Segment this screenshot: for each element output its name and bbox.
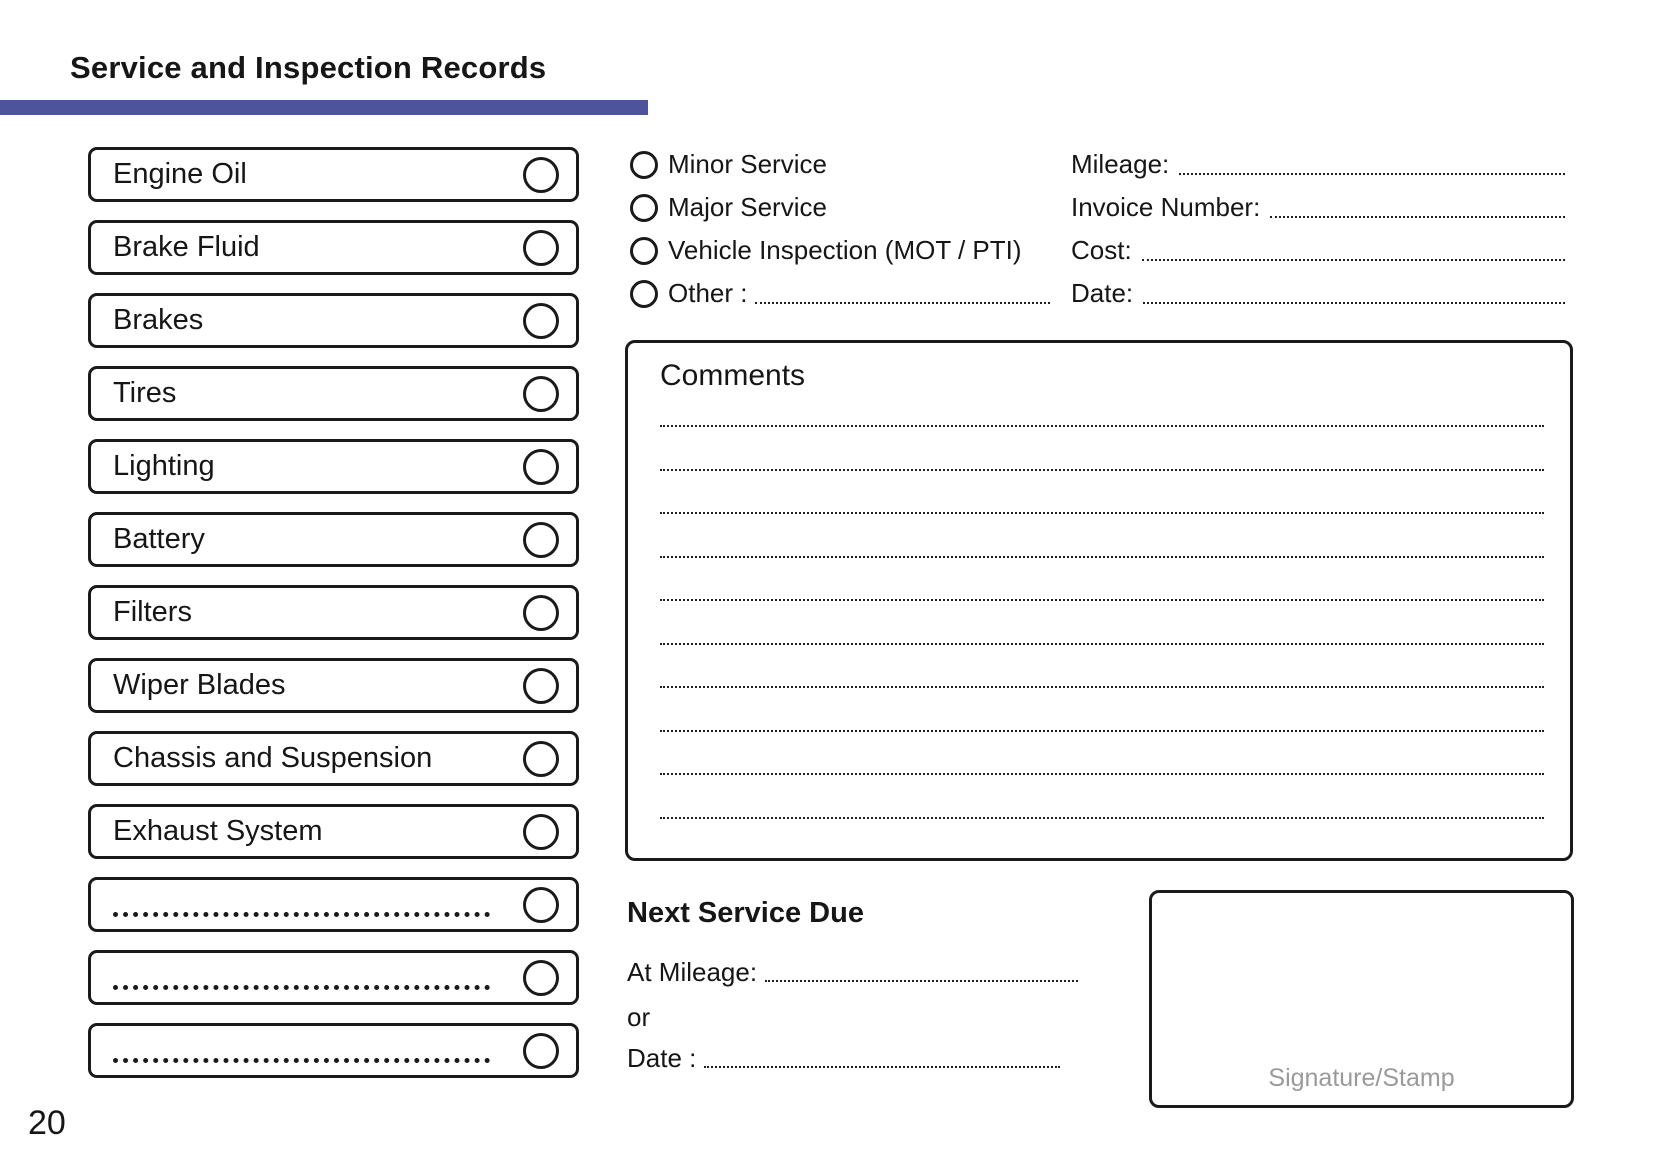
- check-circle-icon[interactable]: [523, 1032, 559, 1069]
- at-mileage-input-line[interactable]: [765, 980, 1078, 982]
- record-field-label: Mileage:: [1071, 149, 1170, 179]
- checklist-item: Engine Oil: [88, 147, 579, 202]
- blank-write-in-line[interactable]: [113, 912, 490, 917]
- record-field-row: Invoice Number:: [1071, 186, 1565, 229]
- checklist-item: Battery: [88, 512, 579, 567]
- radio-circle-icon[interactable]: [630, 193, 658, 222]
- service-type-option: Minor Service: [630, 143, 1050, 186]
- page-number: 20: [28, 1104, 66, 1142]
- service-type-label: Vehicle Inspection (MOT / PTI): [668, 235, 1022, 265]
- checklist-item: Brake Fluid: [88, 220, 579, 275]
- check-circle-icon[interactable]: [523, 521, 559, 558]
- next-date-label: Date :: [627, 1042, 697, 1073]
- check-circle-icon[interactable]: [523, 156, 559, 193]
- comment-lines: [660, 393, 1544, 819]
- checklist-item-label: Filters: [113, 596, 192, 628]
- page-title: Service and Inspection Records: [70, 50, 547, 85]
- record-field-label: Date:: [1071, 278, 1134, 308]
- record-field-label: Invoice Number:: [1071, 192, 1261, 222]
- checklist-item-label: Exhaust System: [113, 815, 323, 847]
- checklist-item: [88, 877, 579, 932]
- other-input-line[interactable]: [755, 301, 1051, 304]
- checklist-item-label: Chassis and Suspension: [113, 742, 433, 774]
- checklist: Engine Oil Brake Fluid Brakes Tires Lighting…: [88, 147, 579, 1096]
- comment-line[interactable]: [660, 732, 1544, 775]
- comments-heading: Comments: [660, 359, 806, 392]
- checklist-item: Exhaust System: [88, 804, 579, 859]
- radio-circle-icon[interactable]: [630, 279, 658, 308]
- service-type-label: Minor Service: [668, 149, 827, 179]
- record-field-input-line[interactable]: [1141, 258, 1565, 261]
- check-circle-icon[interactable]: [523, 302, 559, 339]
- comment-line[interactable]: [660, 688, 1544, 732]
- service-type-label: Other :: [668, 278, 748, 308]
- record-fields: Mileage: Invoice Number: Cost: Date:: [1071, 143, 1565, 315]
- radio-circle-icon[interactable]: [630, 236, 658, 265]
- record-field-input-line[interactable]: [1270, 215, 1565, 218]
- comment-line[interactable]: [660, 393, 1544, 427]
- checklist-item: [88, 1023, 579, 1078]
- check-circle-icon[interactable]: [523, 229, 559, 266]
- blank-write-in-line[interactable]: [113, 1058, 490, 1063]
- comment-line[interactable]: [660, 558, 1544, 601]
- checklist-item: Tires: [88, 366, 579, 421]
- record-field-row: Mileage:: [1071, 143, 1565, 186]
- checklist-item: [88, 950, 579, 1005]
- checklist-item-label: Battery: [113, 523, 205, 555]
- comment-line[interactable]: [660, 645, 1544, 688]
- record-field-input-line[interactable]: [1179, 172, 1565, 175]
- radio-circle-icon[interactable]: [630, 150, 658, 179]
- comment-line[interactable]: [660, 471, 1544, 514]
- record-field-label: Cost:: [1071, 235, 1132, 265]
- record-field-row: Date:: [1071, 272, 1565, 315]
- checklist-item-label: Brake Fluid: [113, 231, 260, 263]
- checklist-item-label: Engine Oil: [113, 158, 247, 190]
- next-date-input-line[interactable]: [704, 1066, 1060, 1068]
- next-service-date-row: Date :: [627, 1042, 1078, 1074]
- blank-write-in-line[interactable]: [113, 985, 490, 990]
- check-circle-icon[interactable]: [523, 448, 559, 485]
- check-circle-icon[interactable]: [523, 813, 559, 850]
- checklist-item: Chassis and Suspension: [88, 731, 579, 786]
- checklist-item: Lighting: [88, 439, 579, 494]
- checklist-item: Wiper Blades: [88, 658, 579, 713]
- checklist-item: Filters: [88, 585, 579, 640]
- checklist-item-label: Tires: [113, 377, 177, 409]
- checklist-item-label: Lighting: [113, 450, 215, 482]
- comment-line[interactable]: [660, 775, 1544, 819]
- signature-stamp-placeholder: Signature/Stamp: [1268, 1064, 1455, 1092]
- check-circle-icon[interactable]: [523, 594, 559, 631]
- comment-line[interactable]: [660, 427, 1544, 471]
- checklist-item: Brakes: [88, 293, 579, 348]
- service-type-label: Major Service: [668, 192, 827, 222]
- next-service-due-heading: Next Service Due: [627, 897, 864, 929]
- accent-bar: [0, 100, 648, 115]
- check-circle-icon[interactable]: [523, 740, 559, 777]
- checklist-item-label: Wiper Blades: [113, 669, 286, 701]
- check-circle-icon[interactable]: [523, 667, 559, 704]
- comments-box: Comments: [625, 340, 1573, 861]
- record-field-row: Cost:: [1071, 229, 1565, 272]
- check-circle-icon[interactable]: [523, 886, 559, 923]
- next-service-due-section: Next Service Due At Mileage: or Date :: [627, 897, 1078, 1074]
- signature-stamp-box[interactable]: Signature/Stamp: [1149, 890, 1574, 1108]
- at-mileage-label: At Mileage:: [627, 956, 758, 987]
- service-type-option: Vehicle Inspection (MOT / PTI): [630, 229, 1050, 272]
- check-circle-icon[interactable]: [523, 375, 559, 412]
- service-type-options: Minor Service Major Service Vehicle Inspec…: [630, 143, 1051, 315]
- next-service-mileage-row: At Mileage:: [627, 956, 1078, 988]
- comment-line[interactable]: [660, 514, 1544, 558]
- checklist-item-label: Brakes: [113, 304, 204, 336]
- service-type-option: Other :: [630, 272, 1051, 315]
- record-field-input-line[interactable]: [1143, 301, 1565, 304]
- comment-line[interactable]: [660, 601, 1544, 645]
- or-label: or: [627, 1002, 651, 1032]
- service-type-option: Major Service: [630, 186, 1050, 229]
- check-circle-icon[interactable]: [523, 959, 559, 996]
